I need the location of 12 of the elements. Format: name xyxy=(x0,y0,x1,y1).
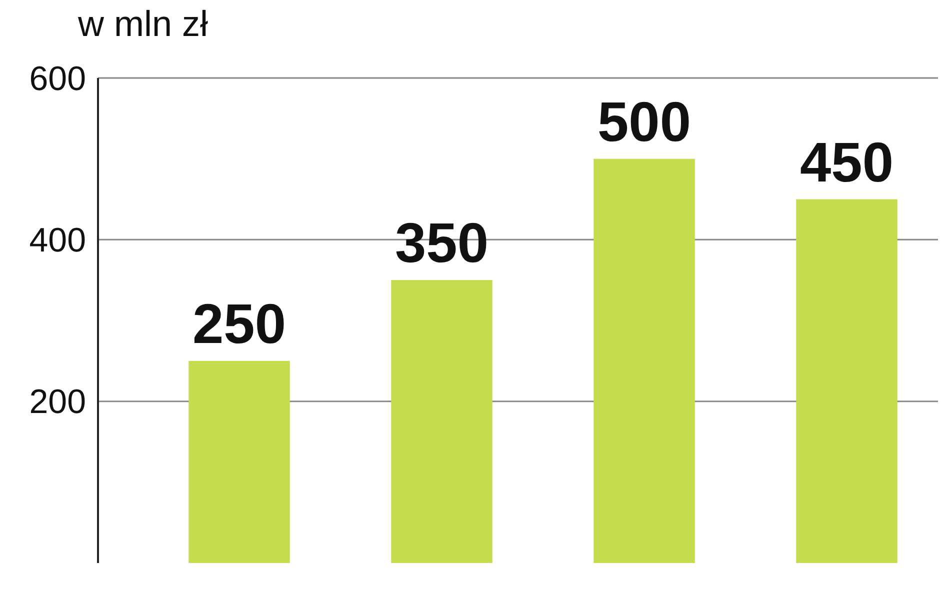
y-tick-label: 200 xyxy=(29,383,86,422)
data-label: 500 xyxy=(598,90,691,153)
bar xyxy=(188,360,290,563)
data-label: 450 xyxy=(800,130,894,194)
data-label: 350 xyxy=(395,211,488,274)
chart-title: w mln zł xyxy=(77,3,208,44)
bar xyxy=(796,199,898,563)
data-label: 250 xyxy=(192,292,286,355)
y-tick-label: 600 xyxy=(29,60,86,98)
y-tick-label: 400 xyxy=(29,222,86,260)
bar xyxy=(391,280,492,563)
bar xyxy=(594,158,695,563)
